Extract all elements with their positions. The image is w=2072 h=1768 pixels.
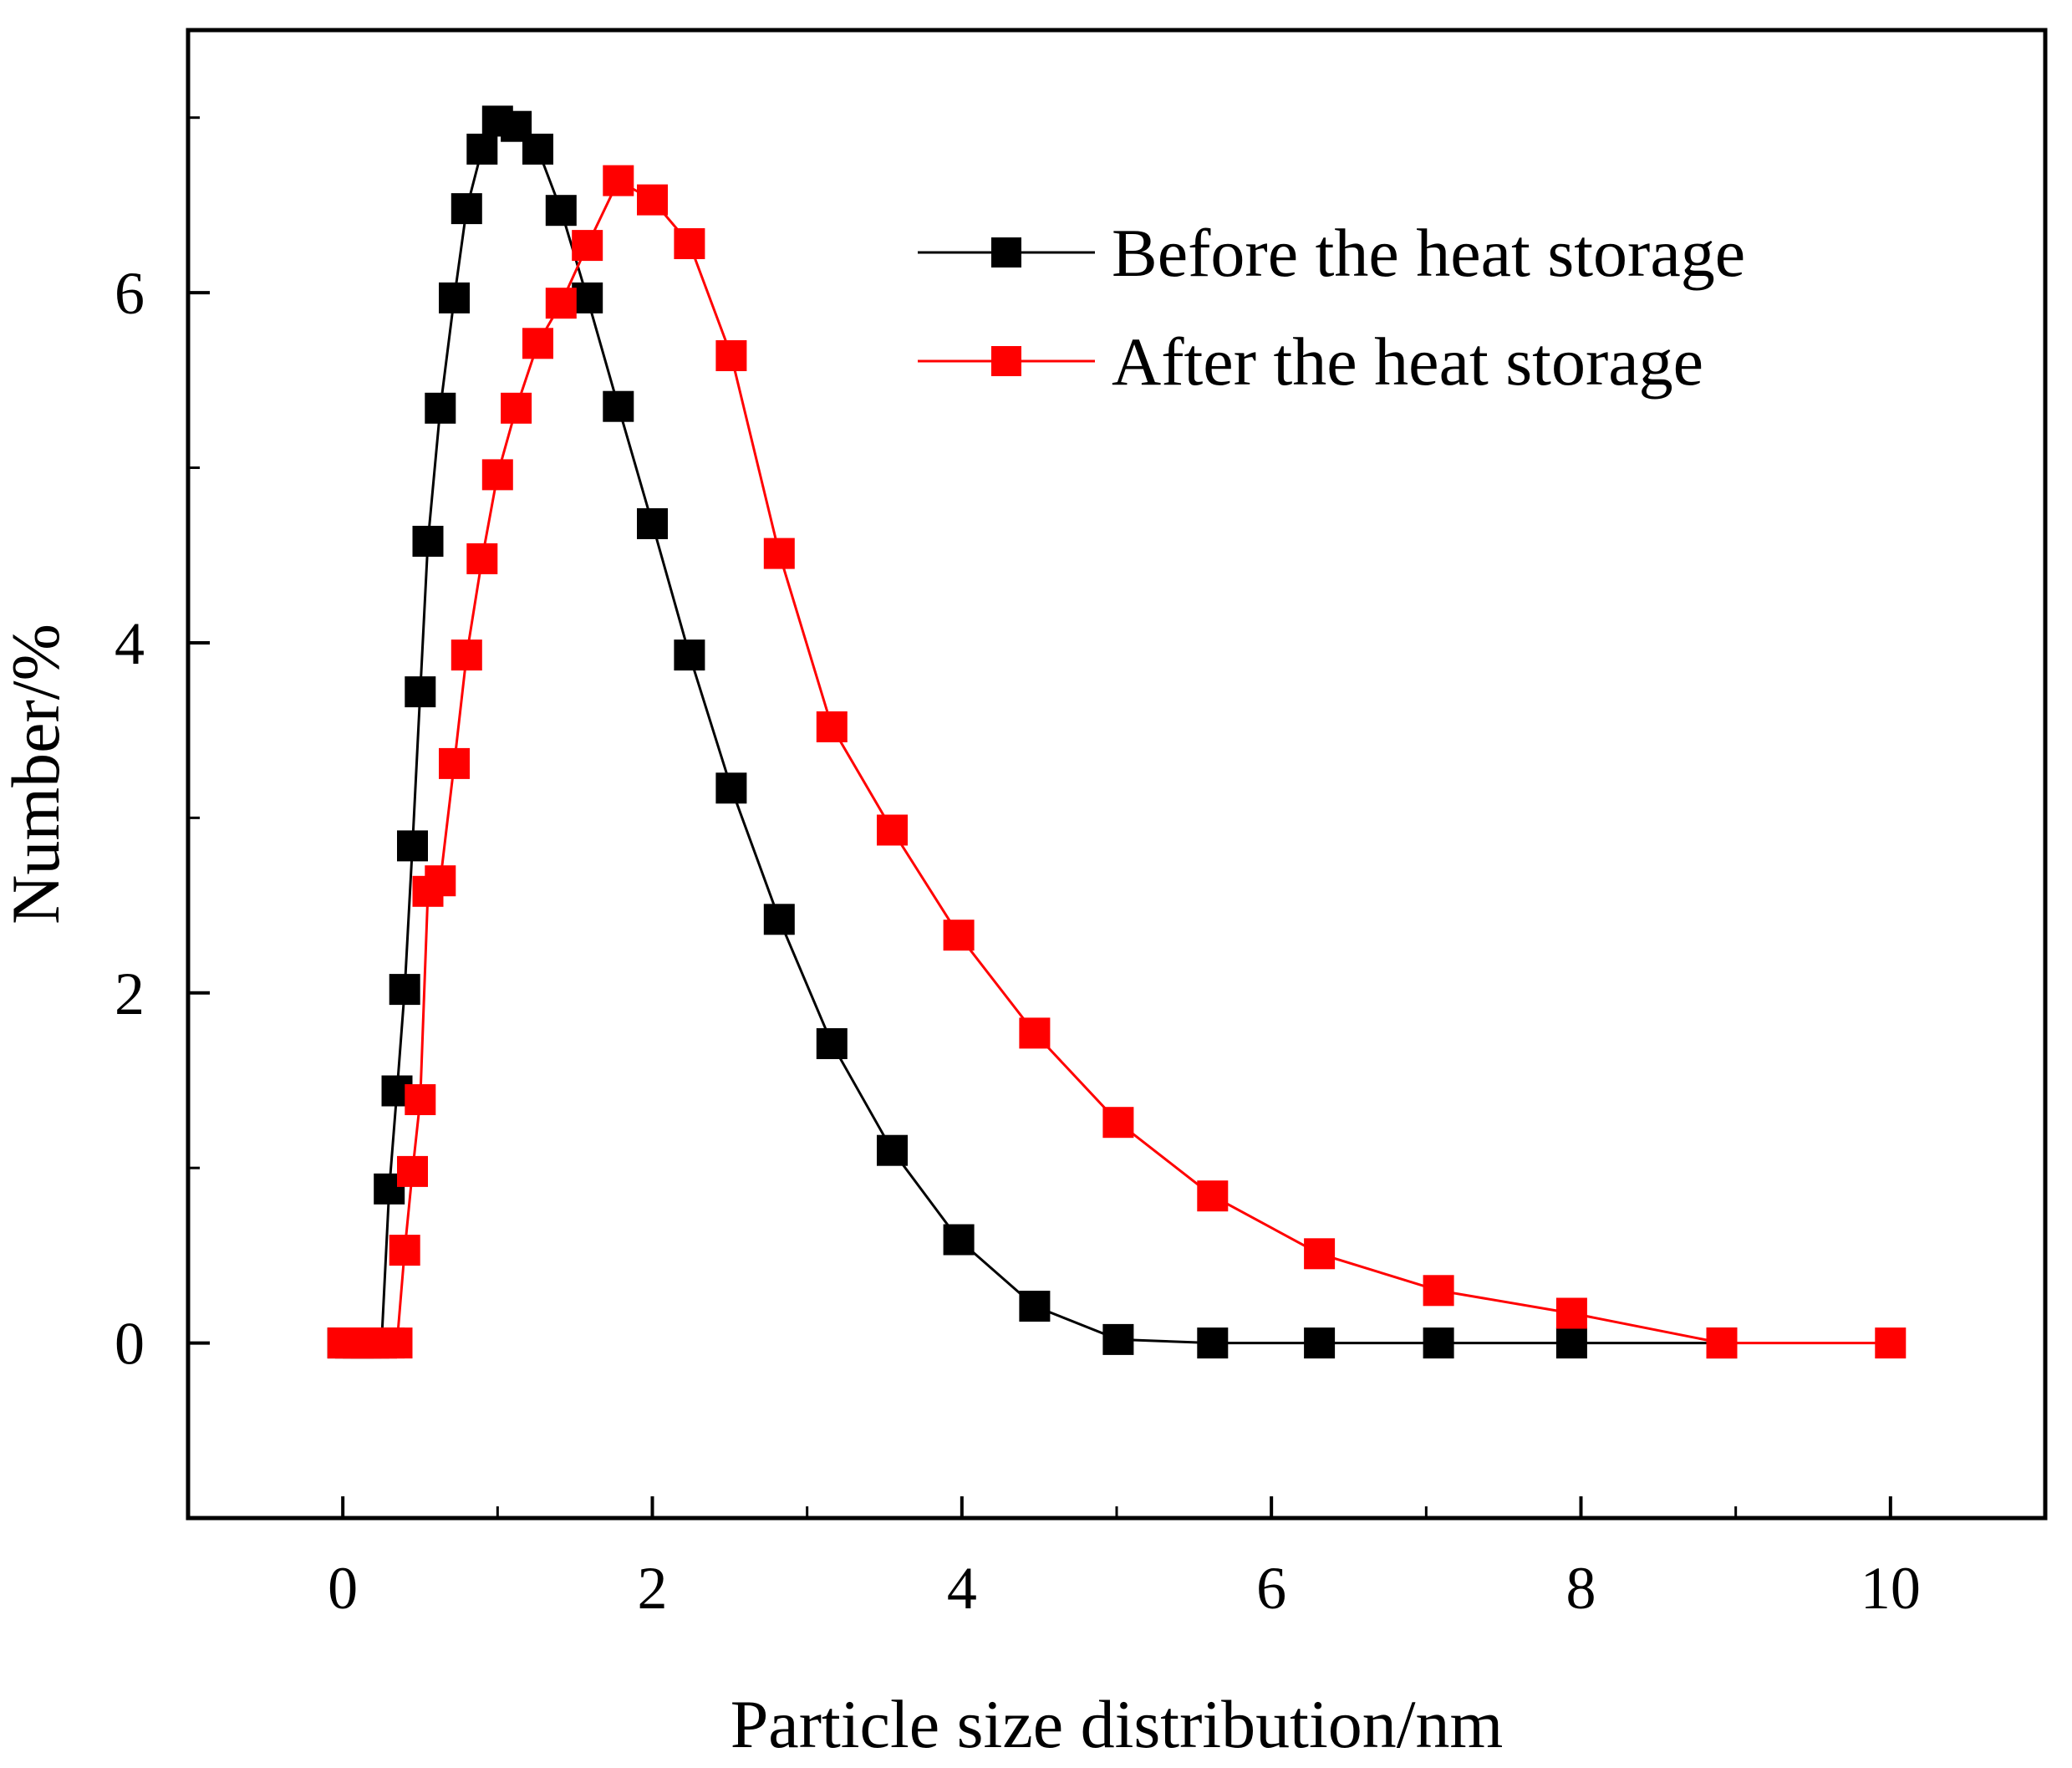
data-point (439, 747, 470, 779)
x-axis-title: Particle size distribution/nm (731, 1686, 1504, 1762)
data-point (412, 526, 444, 557)
data-point (603, 390, 634, 422)
data-point (637, 184, 668, 216)
axis-tick-labels: 0 2 4 6 8 10 0 2 4 6 (115, 260, 1921, 1622)
data-point (545, 195, 577, 227)
x-tick-label: 10 (1861, 1555, 1921, 1622)
data-point (1423, 1327, 1454, 1359)
y-tick-label: 6 (115, 260, 145, 327)
data-point (425, 392, 456, 424)
data-point (1555, 1327, 1587, 1359)
data-point (715, 340, 747, 371)
data-point (603, 165, 634, 196)
data-point (481, 459, 513, 491)
data-point (572, 230, 603, 262)
legend-label: Before the heat storage (1112, 215, 1745, 291)
x-tick-label: 8 (1566, 1555, 1596, 1622)
data-point (674, 228, 705, 259)
data-point (1019, 1017, 1051, 1049)
data-point (877, 1134, 908, 1166)
data-point (877, 814, 908, 846)
data-point (1019, 1291, 1051, 1322)
y-tick-label: 2 (115, 960, 145, 1027)
data-point (389, 1235, 420, 1266)
data-point (1875, 1327, 1907, 1359)
series-layer (327, 105, 1907, 1359)
data-point (522, 133, 553, 165)
data-point (522, 328, 553, 359)
data-point (1555, 1297, 1587, 1329)
y-tick-label: 0 (115, 1311, 145, 1378)
data-point (816, 1028, 848, 1059)
data-point (425, 865, 456, 897)
data-point (439, 282, 470, 313)
data-point (405, 1084, 436, 1115)
legend-marker (991, 346, 1021, 376)
data-point (1197, 1327, 1229, 1359)
data-point (397, 1155, 428, 1187)
data-point (501, 392, 532, 424)
data-point (715, 772, 747, 804)
data-point (1423, 1275, 1454, 1307)
data-point (381, 1327, 413, 1359)
data-point (1102, 1323, 1134, 1355)
series-2 (327, 165, 1907, 1359)
legend-item: Before the heat storage (918, 215, 1745, 291)
data-point (1197, 1180, 1229, 1212)
data-point (1706, 1327, 1738, 1359)
x-tick-label: 4 (947, 1555, 977, 1622)
data-point (397, 830, 428, 862)
series-1 (327, 105, 1738, 1359)
data-point (637, 508, 668, 539)
x-tick-label: 6 (1256, 1555, 1286, 1622)
data-point (1102, 1107, 1134, 1139)
data-point (943, 1224, 975, 1256)
x-tick-label: 2 (638, 1555, 668, 1622)
data-point (943, 920, 975, 951)
data-point (389, 974, 420, 1006)
data-point (466, 133, 498, 165)
data-point (451, 639, 482, 671)
data-point (674, 639, 705, 671)
y-tick-label: 4 (115, 610, 145, 677)
data-point (816, 711, 848, 742)
data-point (763, 538, 795, 569)
legend-marker (991, 237, 1021, 267)
data-point (466, 543, 498, 574)
legend: Before the heat storage After the heat st… (918, 215, 1745, 400)
x-tick-label: 0 (328, 1555, 358, 1622)
y-axis-title: Number/% (0, 624, 74, 925)
legend-item: After the heat storage (918, 324, 1703, 400)
data-point (405, 676, 436, 708)
data-point (451, 193, 482, 225)
data-point (763, 904, 795, 935)
legend-label: After the heat storage (1112, 324, 1703, 400)
data-point (545, 288, 577, 319)
data-point (572, 282, 603, 313)
plot-frame (186, 28, 2048, 1521)
data-point (1304, 1327, 1336, 1359)
data-point (1304, 1238, 1336, 1270)
